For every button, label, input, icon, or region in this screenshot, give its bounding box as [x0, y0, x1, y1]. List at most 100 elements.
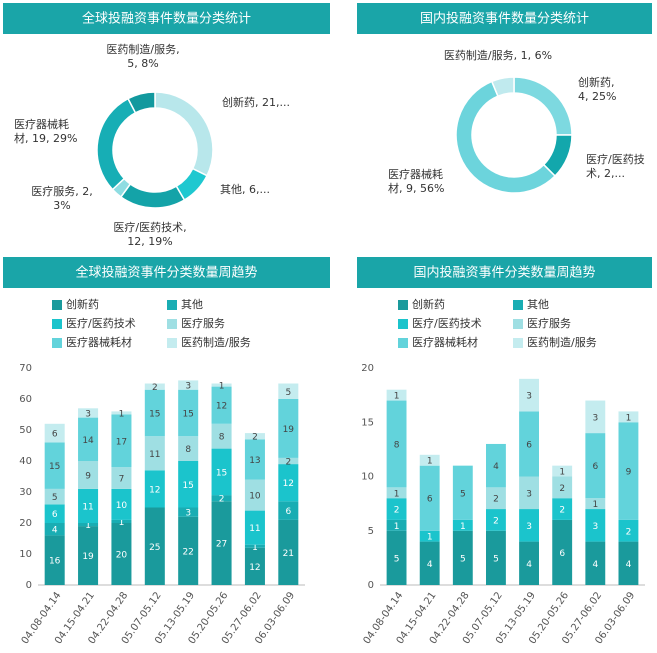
legend-swatch: [52, 319, 62, 329]
bar-segment: [519, 541, 539, 585]
panel-title: 国内投融资事件数量分类统计: [420, 11, 589, 27]
bar-value-label: 27: [216, 540, 227, 550]
bar-segment: [419, 465, 440, 531]
bar-segment: [452, 530, 473, 585]
slice-label: 医疗/医药技: [586, 152, 645, 166]
bar-value-label: 22: [182, 547, 193, 557]
legend-swatch: [398, 338, 408, 348]
bar-segment: [178, 380, 199, 390]
bar-value-label: 25: [149, 543, 160, 553]
y-tick-label: 0: [368, 580, 374, 591]
bar-segment: [144, 470, 165, 508]
bar-value-label: 1: [592, 500, 598, 510]
slice-label: 医药制造/服务, 1, 6%: [444, 48, 552, 62]
bar-value-label: 6: [52, 430, 58, 440]
bar-segment: [78, 417, 99, 461]
bar-value-label: 1: [85, 521, 91, 531]
bar-value-label: 1: [559, 468, 565, 478]
slice-label: 创新药, 21,...: [222, 95, 290, 109]
legend-swatch: [167, 338, 177, 348]
bar-segment: [44, 535, 65, 585]
bar-segment: [419, 530, 440, 542]
donut-slice: [490, 76, 515, 98]
bar-segment: [585, 400, 606, 434]
bar-value-label: 12: [216, 402, 227, 412]
bar-value-label: 4: [526, 560, 532, 570]
bar-segment: [419, 454, 440, 466]
bar-value-label: 7: [119, 475, 125, 485]
bar-segment: [386, 530, 407, 585]
bar-value-label: 1: [119, 409, 125, 419]
panel-header: [357, 3, 652, 34]
bar-value-label: 2: [152, 383, 158, 393]
bar-value-label: 3: [592, 522, 598, 532]
slice-label: 5, 8%: [127, 57, 158, 70]
bar-value-label: 6: [285, 507, 291, 517]
bar-value-label: 9: [85, 471, 91, 481]
slice-label: 材, 9, 56%: [388, 181, 444, 195]
bar-value-label: 15: [149, 409, 160, 419]
slice-label: 4, 25%: [578, 90, 616, 103]
y-tick-label: 5: [368, 526, 374, 537]
bar-value-label: 5: [285, 388, 291, 398]
bar-value-label: 2: [219, 495, 225, 505]
legend-swatch: [513, 300, 523, 310]
bar-value-label: 2: [559, 506, 565, 516]
bar-segment: [44, 504, 65, 523]
bar-value-label: 15: [216, 468, 227, 478]
bar-value-label: 4: [626, 560, 632, 570]
bar-value-label: 5: [52, 493, 58, 503]
bar-segment: [144, 507, 165, 585]
bar-segment: [618, 411, 639, 423]
bar-segment: [211, 448, 232, 496]
y-tick-label: 15: [361, 417, 374, 428]
bar-segment: [386, 389, 407, 401]
bar-segment: [552, 465, 573, 477]
bar-segment: [419, 541, 440, 585]
bar-segment: [111, 488, 132, 520]
y-tick-label: 0: [26, 580, 32, 591]
legend-swatch: [167, 300, 177, 310]
bar-value-label: 8: [185, 445, 191, 455]
bar-segment: [519, 509, 539, 542]
bar-segment: [244, 479, 265, 511]
bar-segment: [244, 510, 265, 545]
bar-value-label: 3: [526, 522, 532, 532]
bar-value-label: 16: [49, 557, 61, 567]
bar-value-label: 14: [82, 436, 94, 446]
bar-value-label: 12: [249, 563, 260, 573]
slice-label: 医疗器械耗: [388, 167, 443, 181]
bar-value-label: 19: [283, 425, 295, 435]
legend-label: 创新药: [66, 297, 99, 311]
bar-segment: [78, 488, 99, 523]
bar-value-label: 4: [592, 560, 598, 570]
bar-value-label: 4: [52, 526, 58, 536]
bar-value-label: 4: [427, 560, 433, 570]
y-tick-label: 10: [19, 549, 32, 560]
bar-value-label: 3: [526, 489, 532, 499]
y-tick-label: 20: [19, 518, 32, 529]
bar-segment: [278, 457, 299, 465]
bar-value-label: 1: [394, 522, 400, 532]
bar-segment: [78, 408, 99, 418]
bar-value-label: 15: [182, 481, 193, 491]
bar-segment: [552, 498, 573, 520]
legend-label: 医药制造/服务: [181, 335, 251, 349]
bar-value-label: 1: [252, 543, 258, 553]
bar-value-label: 8: [219, 433, 225, 443]
y-tick-label: 70: [19, 363, 32, 374]
bar-segment: [211, 423, 232, 449]
bar-segment: [386, 498, 407, 520]
slice-label: 创新药,: [578, 75, 615, 89]
legend-label: 医疗/医药技术: [412, 316, 482, 330]
slice-label: 医药制造/服务,: [106, 42, 179, 56]
bar-value-label: 12: [283, 479, 294, 489]
bar-segment: [386, 519, 407, 531]
bar-segment: [519, 411, 539, 477]
bar-value-label: 15: [49, 462, 60, 472]
bar-value-label: 2: [626, 527, 632, 537]
bar-value-label: 5: [460, 554, 466, 564]
bar-value-label: 1: [219, 382, 225, 392]
bar-segment: [519, 476, 539, 510]
bar-value-label: 5: [460, 489, 466, 499]
